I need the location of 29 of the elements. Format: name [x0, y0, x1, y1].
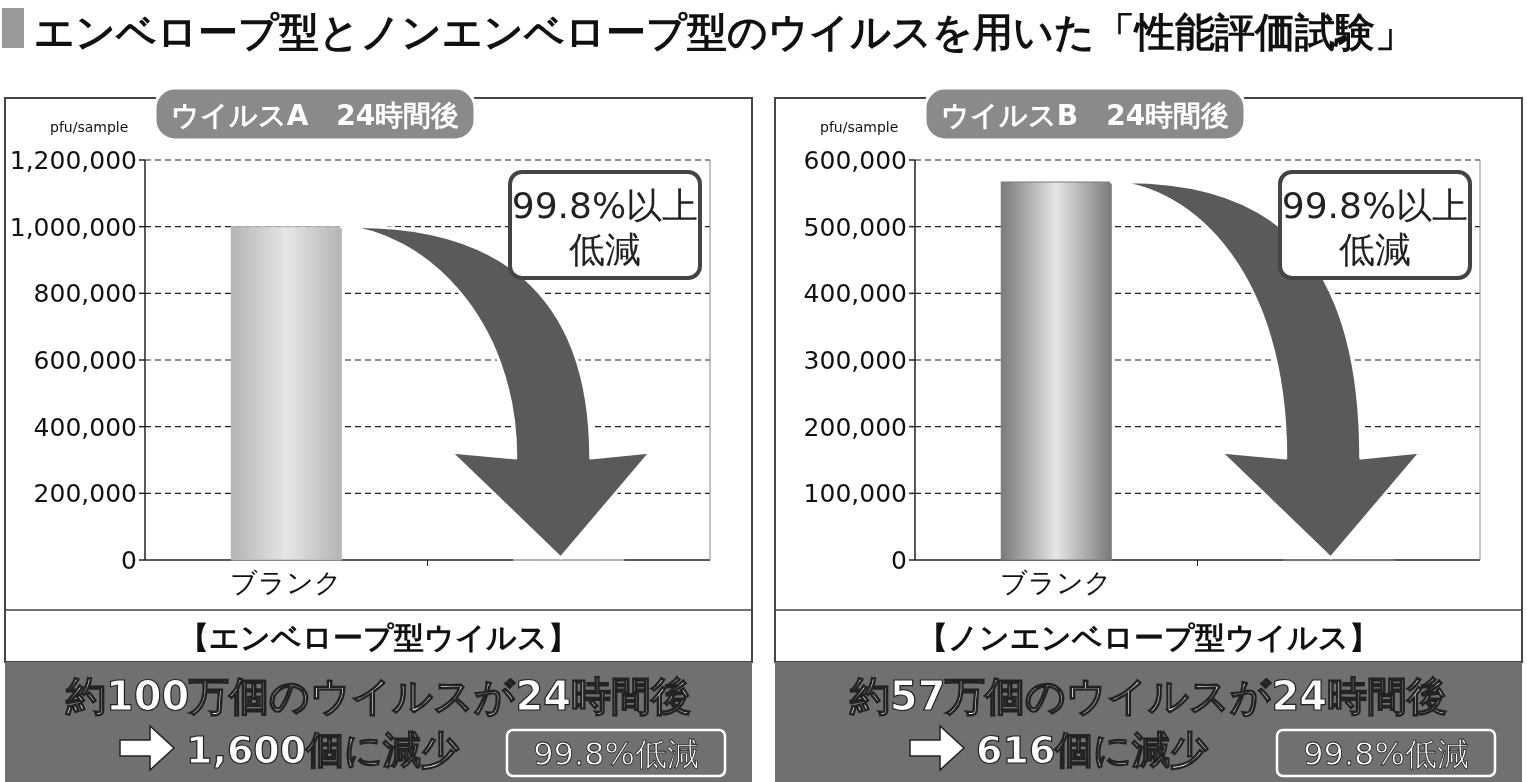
y-tick-label: 400,000 — [33, 412, 137, 442]
y-tick-label: 600,000 — [803, 146, 907, 175]
y-tick-label: 100,000 — [803, 479, 907, 509]
chart-subtitle: ウイルスA 24時間後 — [170, 99, 460, 132]
text: 【ノンエンベロープ型ウイルス】 — [918, 620, 1379, 655]
y-tick-label: 800,000 — [33, 279, 137, 309]
y-tick-label: 600,000 — [33, 346, 137, 375]
y-tick-label: 0 — [121, 546, 137, 575]
annotation: 99.8%以上 — [1281, 185, 1469, 226]
y-tick-label: 200,000 — [33, 479, 137, 509]
text: 99.8%低減 — [533, 735, 699, 773]
y-tick-label: 400,000 — [803, 279, 907, 309]
chart-subtitle: ウイルスB 24時間後 — [940, 99, 1230, 132]
x-tick-label: ブランク — [1000, 567, 1113, 598]
x-tick-label: ブランク — [230, 567, 343, 598]
annotation: 低減 — [1339, 229, 1411, 270]
text: 【エンベロープ型ウイルス】 — [179, 620, 578, 655]
y-axis-title: pfu/sample — [820, 119, 899, 135]
y-tick-label: 500,000 — [803, 212, 907, 242]
annotation: 低減 — [569, 229, 641, 270]
text: 99.8%低減 — [1303, 735, 1469, 773]
y-tick-label: 1,000,000 — [9, 212, 137, 242]
chart-title: エンベロープ型とノンエンベロープ型のウイルスを用いた「性能評価試験」 — [34, 9, 1415, 55]
y-tick-label: 1,200,000 — [9, 146, 137, 175]
y-tick-label: 0 — [891, 546, 907, 575]
y-axis-title: pfu/sample — [50, 119, 129, 135]
y-tick-label: 200,000 — [803, 412, 907, 442]
annotation: 99.8%以上 — [511, 185, 699, 226]
y-tick-label: 300,000 — [803, 346, 907, 375]
